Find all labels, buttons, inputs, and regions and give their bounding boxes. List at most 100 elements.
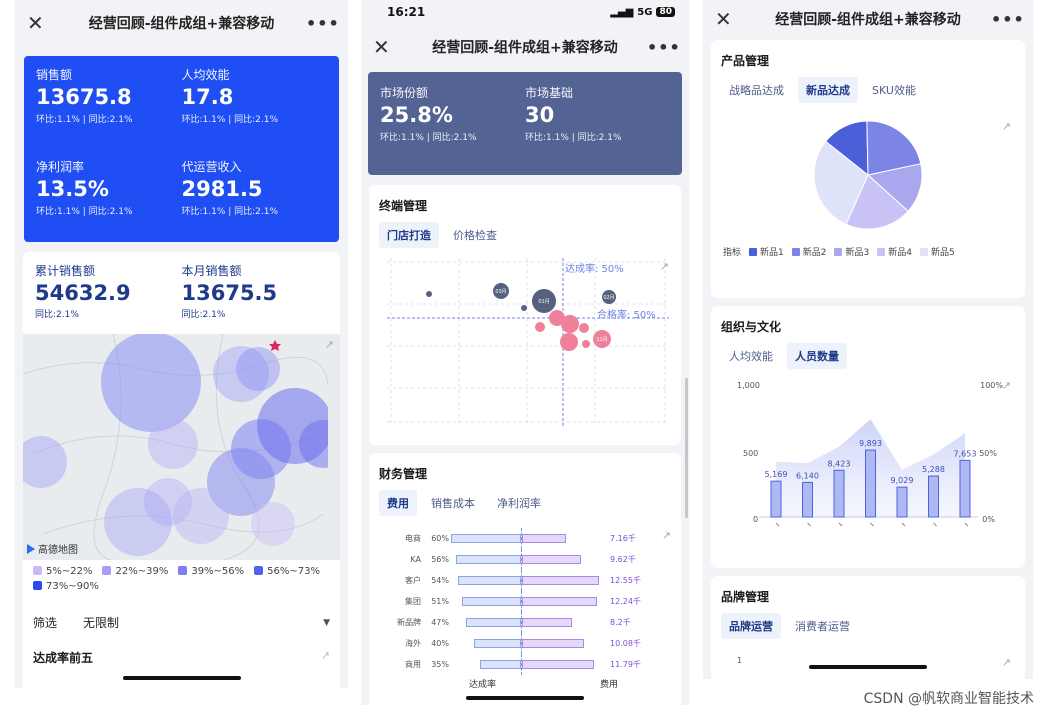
tab-consumer-ops[interactable]: 消费者运营 [795, 620, 850, 633]
tab-new-product[interactable]: 新品达成 [798, 77, 858, 103]
region-bubble[interactable] [251, 502, 295, 546]
tab-sales-cost[interactable]: 销售成本 [431, 497, 475, 510]
scatter-point[interactable] [532, 289, 556, 313]
cost-label: 12.24千 [610, 597, 641, 606]
legend-item[interactable]: 新品4 [877, 245, 912, 258]
region-bubble[interactable] [101, 334, 201, 432]
scatter-point[interactable] [560, 333, 578, 351]
more-icon[interactable]: ••• [991, 9, 1025, 29]
kpi-net-margin[interactable]: 净利润率 13.5% 环比:1.1% | 同比:2.1% [36, 158, 182, 232]
tab-sku[interactable]: SKU效能 [872, 84, 916, 97]
scatter-point[interactable] [582, 340, 590, 348]
bar[interactable] [802, 481, 813, 518]
legend-item[interactable]: 73%~90% [33, 581, 99, 592]
sales-value: 54632.9 [35, 281, 131, 305]
quadrant-scatter[interactable]: 03月 01月 02月 11月 达成率: 50% 合格率: 50% ↗ [387, 258, 671, 426]
tab-per-capita[interactable]: 人均效能 [729, 350, 773, 363]
expand-icon[interactable]: ↗ [1001, 120, 1011, 133]
region-bubble[interactable] [23, 436, 67, 488]
legend-item[interactable]: 56%~73% [254, 566, 320, 577]
cumulative-sales[interactable]: 累计销售额 54632.9 同比:2.1% [35, 262, 182, 330]
legend-item[interactable]: 5%~22% [33, 566, 92, 577]
kpi-sales[interactable]: 销售额 13675.8 环比:1.1% | 同比:2.1% [36, 66, 182, 140]
legend-item[interactable]: 新品5 [919, 245, 955, 258]
expand-icon[interactable]: ↗ [1001, 379, 1011, 392]
filter-row[interactable]: 筛选 无限制 ▼ [23, 598, 340, 639]
monthly-sales[interactable]: 本月销售额 13675.5 同比:2.1% [182, 262, 329, 330]
pie-slice[interactable] [866, 163, 923, 212]
expand-icon[interactable]: ↗ [659, 260, 669, 273]
scatter-point[interactable] [593, 330, 611, 348]
finance-row[interactable]: 客户 54% 12.55千 [381, 570, 671, 591]
pie-slice[interactable] [866, 120, 922, 176]
kpi-market-share[interactable]: 市场份额 25.8% 环比:1.1% | 同比:2.1% [380, 84, 525, 163]
region-bubble[interactable] [236, 347, 280, 391]
bar[interactable] [928, 475, 939, 518]
headcount-chart[interactable]: 1,000 500 0 100% 50% 0% ↗ 5,169 6,140 8,42… [711, 375, 1025, 565]
pie-chart[interactable] [711, 117, 1025, 235]
pie-slice[interactable] [845, 174, 909, 230]
kpi-market-base[interactable]: 市场基础 30 环比:1.1% | 同比:2.1% [525, 84, 670, 163]
finance-row[interactable]: 电商 60% 7.16千 [381, 528, 671, 549]
finance-row[interactable]: 新品牌 47% 8.2千 [381, 612, 671, 633]
finance-row[interactable]: 商用 35% 11.79千 [381, 654, 671, 675]
close-icon[interactable]: ✕ [27, 11, 44, 35]
kpi-efficiency[interactable]: 人均效能 17.8 环比:1.1% | 同比:2.1% [182, 66, 328, 140]
region-bubble[interactable] [213, 346, 269, 402]
pie-slice[interactable] [813, 140, 869, 225]
region-bubble[interactable] [144, 478, 192, 526]
terminal-card: 终端管理 门店打造 价格检查 [369, 185, 681, 445]
scatter-point[interactable] [535, 322, 545, 332]
tab-strategic[interactable]: 战略品达成 [729, 84, 784, 97]
legend-item[interactable]: 新品3 [834, 245, 869, 258]
legend-item[interactable]: 22%~39% [102, 566, 168, 577]
bar[interactable] [833, 469, 845, 518]
legend-item[interactable]: 新品1 [749, 245, 784, 258]
scatter-point[interactable] [426, 291, 432, 297]
tab-expense[interactable]: 费用 [379, 490, 417, 516]
finance-chart[interactable]: 电商 60% 7.16千 KA 56% 9.62千 客户 54% 12.55千 集团 51% 12.2… [369, 516, 681, 675]
scatter-point[interactable] [549, 310, 565, 326]
more-icon[interactable]: ••• [306, 13, 340, 33]
region-bubble[interactable] [207, 448, 275, 516]
finance-row[interactable]: KA 56% 9.62千 [381, 549, 671, 570]
tab-brand-ops[interactable]: 品牌运营 [721, 613, 781, 639]
more-icon[interactable]: ••• [647, 37, 681, 57]
bar[interactable] [770, 480, 782, 518]
tab-net-margin[interactable]: 净利润率 [497, 497, 541, 510]
filter-label: 筛选 [33, 616, 58, 630]
bubble-map[interactable]: ↗ 高德地图 [23, 334, 340, 560]
scatter-point[interactable] [521, 305, 527, 311]
scatter-point[interactable] [602, 290, 616, 304]
bar[interactable] [959, 459, 971, 518]
region-bubble[interactable] [299, 420, 328, 468]
expand-icon[interactable]: ↗ [320, 649, 330, 662]
region-bubble[interactable] [148, 419, 198, 469]
dropdown-icon[interactable]: ▼ [323, 617, 330, 628]
legend-item[interactable]: 新品2 [791, 245, 826, 258]
ref-label-y: 合格率: 50% [597, 310, 656, 321]
tab-price-check[interactable]: 价格检查 [453, 229, 497, 242]
close-icon[interactable]: ✕ [373, 35, 390, 59]
bar[interactable] [865, 449, 876, 518]
expand-icon[interactable]: ↗ [324, 338, 334, 351]
finance-row[interactable]: 海外 40% 10.08千 [381, 633, 671, 654]
scatter-point[interactable] [579, 323, 589, 333]
kpi-agency-income[interactable]: 代运营收入 2981.5 环比:1.1% | 同比:2.1% [182, 158, 328, 232]
expand-icon[interactable]: ↗ [1001, 656, 1011, 669]
expand-icon[interactable]: ↗ [661, 529, 671, 542]
bar[interactable] [896, 486, 908, 518]
phone-screen-right: ✕ 经营回顾-组件成组+兼容移动 ••• 产品管理 战略品达成 新品达成 SKU… [703, 0, 1033, 679]
scatter-point[interactable] [561, 315, 579, 333]
scatter-point[interactable] [493, 283, 509, 299]
cost-bar [522, 597, 598, 606]
legend-item[interactable]: 39%~56% [178, 566, 244, 577]
finance-row[interactable]: 集团 51% 12.24千 [381, 591, 671, 612]
tab-store[interactable]: 门店打造 [379, 222, 439, 248]
region-bubble[interactable] [173, 488, 229, 544]
y-tick: 1,000 [737, 381, 760, 390]
region-bubble[interactable] [104, 488, 172, 556]
scrollbar[interactable] [685, 378, 688, 518]
tab-headcount[interactable]: 人员数量 [787, 343, 847, 369]
close-icon[interactable]: ✕ [715, 7, 732, 31]
